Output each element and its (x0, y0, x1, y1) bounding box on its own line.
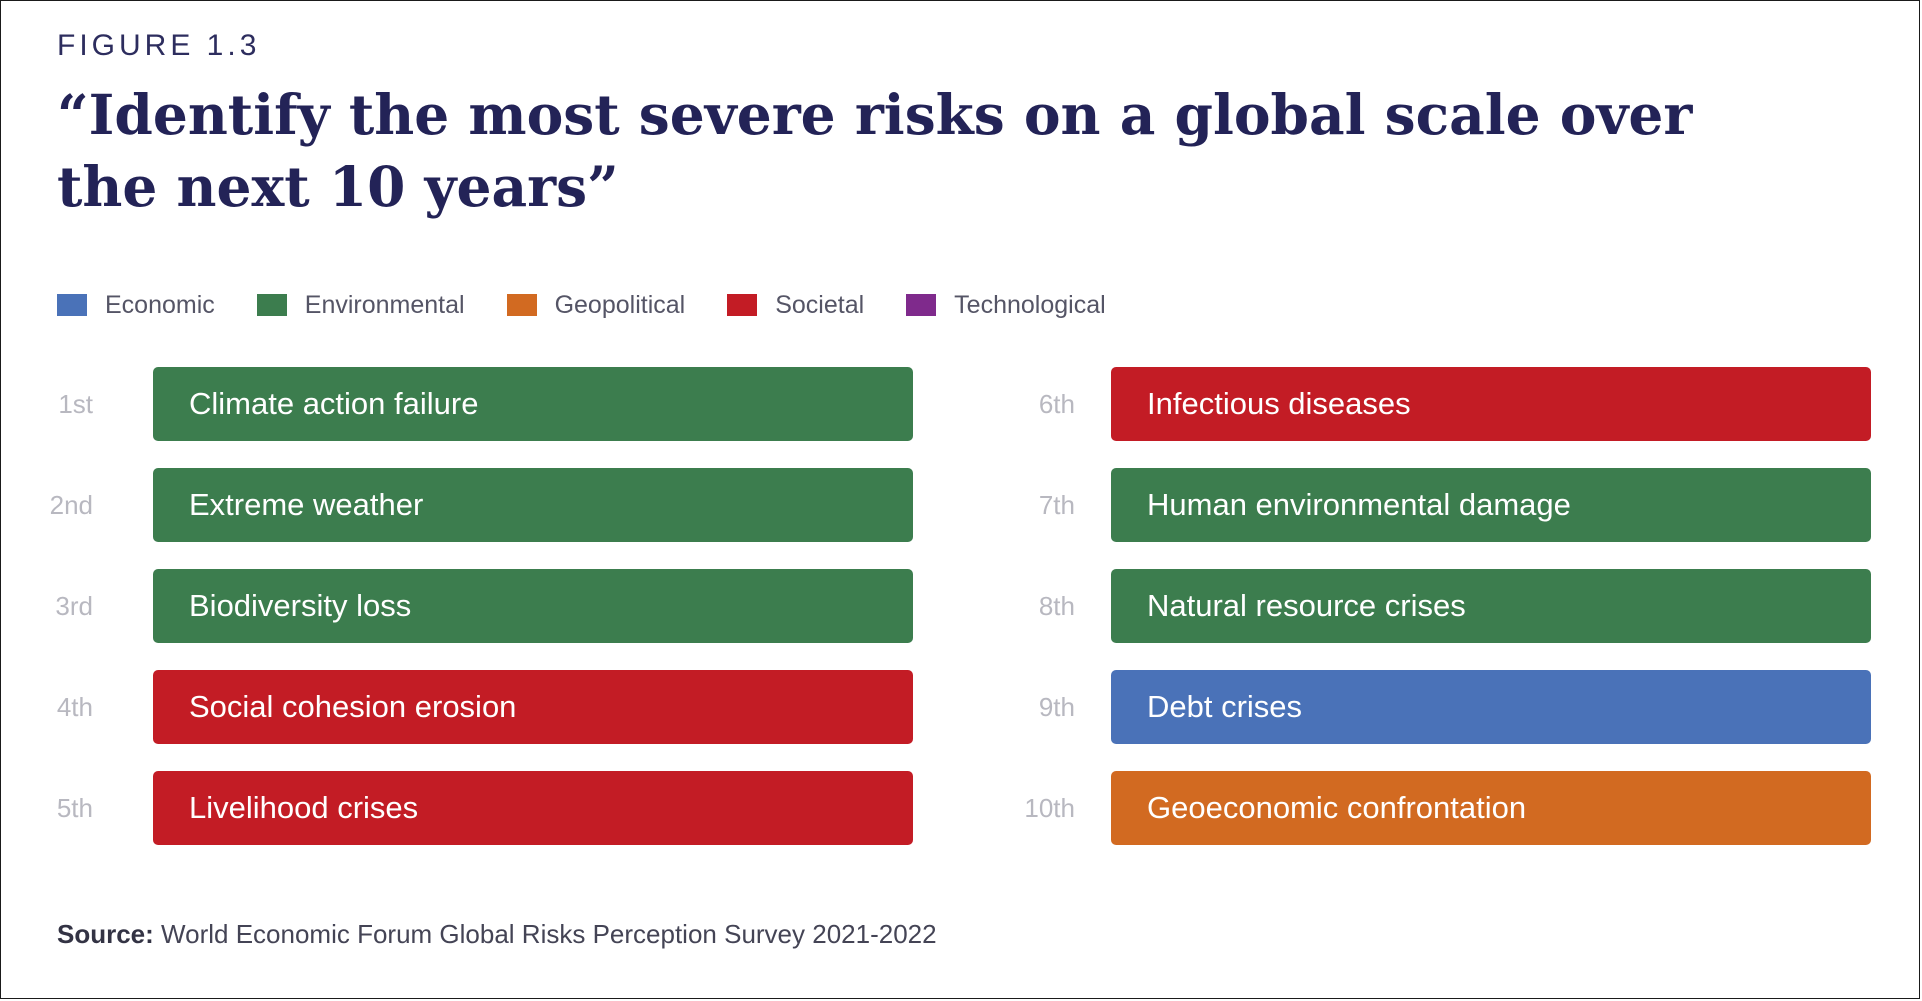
source-text: World Economic Forum Global Risks Percep… (161, 919, 937, 949)
legend-item-geopolitical: Geopolitical (506, 290, 686, 320)
risk-bar: Human environmental damage (1111, 468, 1871, 542)
legend-label: Societal (775, 290, 865, 319)
legend-item-technological: Technological (906, 291, 1106, 320)
risk-bar: Biodiversity loss (153, 569, 913, 643)
legend-swatch (256, 294, 287, 316)
risk-bar: Natural resource crises (1111, 569, 1871, 643)
rank-label: 4th (56, 692, 93, 722)
legend-item-societal: Societal (727, 291, 864, 320)
legend-item-economic: Economic (57, 291, 215, 320)
rank-label: 1st (58, 389, 93, 419)
rank-label: 9th (1038, 692, 1075, 722)
source-label: Source: (57, 919, 154, 949)
rank-label: 10th (1024, 793, 1075, 823)
risk-bar: Extreme weather (153, 468, 913, 542)
legend-label: Geopolitical (554, 290, 686, 319)
rank-label: 5th (56, 793, 93, 823)
legend-swatch (57, 294, 87, 316)
risk-bar: Livelihood crises (153, 771, 913, 845)
chart-title: “Identify the most severe risks on a glo… (57, 82, 1693, 219)
source-note: Source: World Economic Forum Global Risk… (57, 919, 937, 950)
legend-swatch (906, 294, 937, 316)
rank-label: 6th (1038, 389, 1075, 419)
risk-bar: Infectious diseases (1111, 367, 1871, 441)
legend-swatch (506, 294, 537, 316)
legend: Economic Environmental Geopolitical Societa… (57, 287, 1148, 323)
rank-label: 8th (1038, 591, 1075, 621)
rank-label: 7th (1038, 490, 1075, 520)
risk-bar: Social cohesion erosion (153, 670, 913, 744)
risk-bar: Climate action failure (153, 367, 913, 441)
risk-bar: Debt crises (1111, 670, 1871, 744)
legend-swatch (727, 294, 758, 316)
rank-label: 3rd (55, 591, 93, 621)
legend-label: Technological (954, 290, 1106, 319)
rank-label: 2nd (49, 490, 93, 520)
legend-item-environmental: Environmental (256, 290, 465, 320)
legend-label: Environmental (304, 290, 465, 319)
risk-bar: Geoeconomic confrontation (1111, 771, 1871, 845)
legend-label: Economic (105, 290, 215, 319)
figure-label: FIGURE 1.3 (57, 29, 261, 62)
